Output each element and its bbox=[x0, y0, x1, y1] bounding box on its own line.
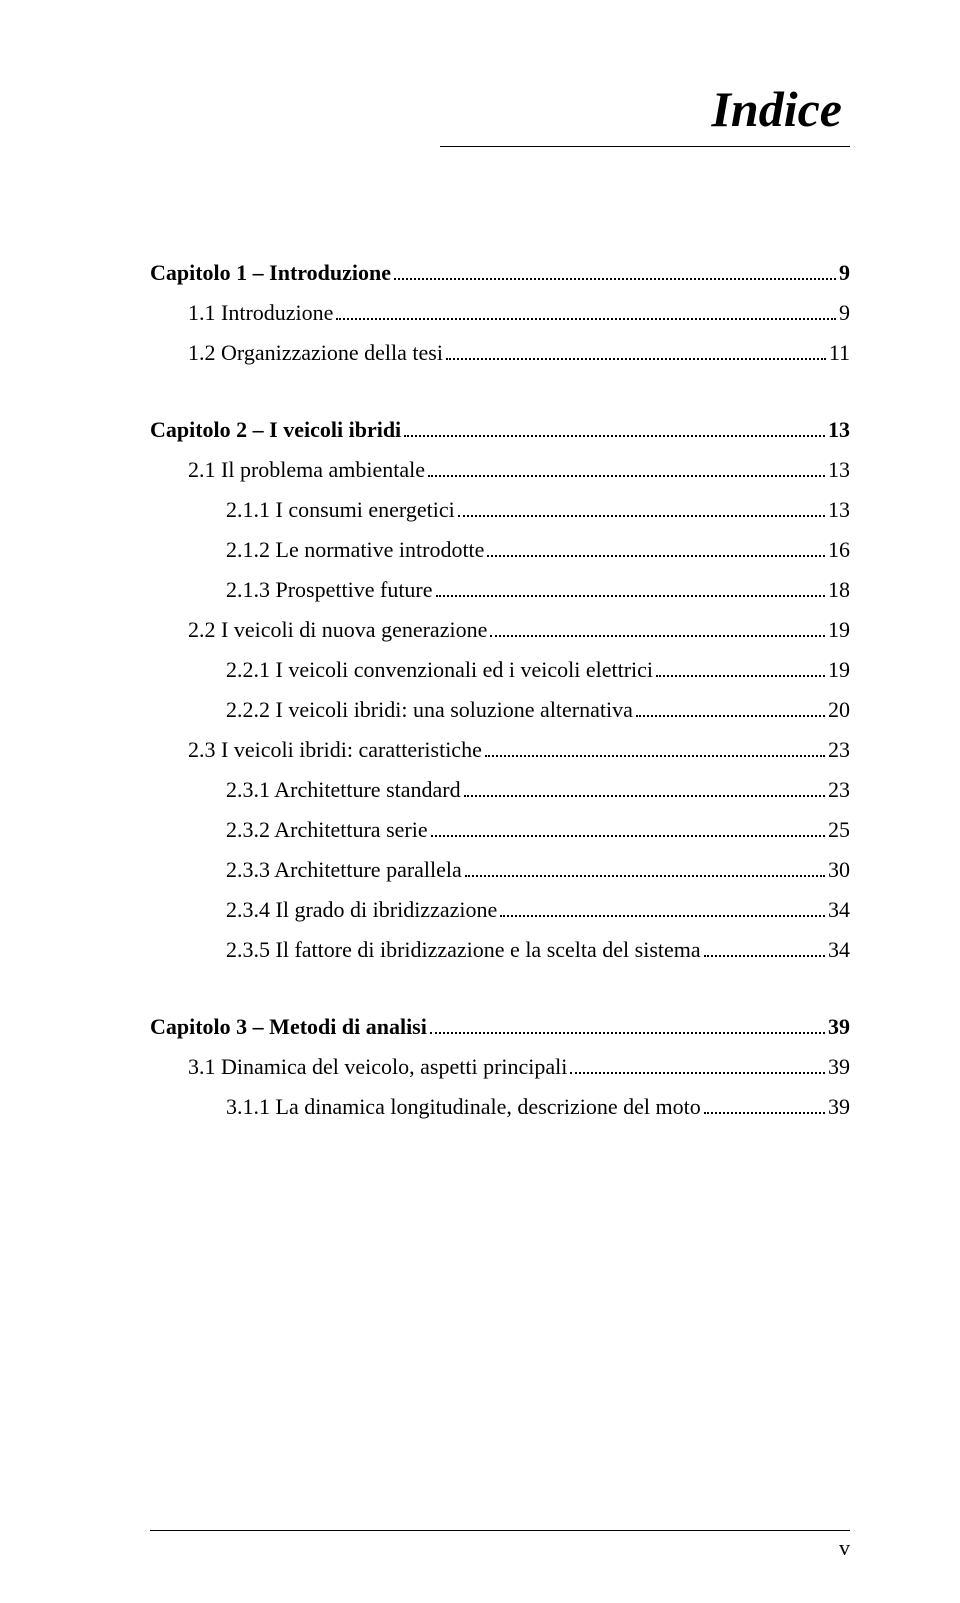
toc-entry: 2.3.3 Architetture parallela 30 bbox=[150, 859, 850, 881]
toc-leader-dots bbox=[485, 755, 825, 757]
toc-entry-page: 18 bbox=[828, 579, 850, 601]
toc-entry-page: 16 bbox=[828, 539, 850, 561]
toc-entry-label: Capitolo 2 – I veicoli ibridi bbox=[150, 419, 401, 441]
footer-page-number: v bbox=[839, 1535, 850, 1561]
toc-leader-dots bbox=[458, 515, 825, 517]
page-title: Indice bbox=[150, 80, 850, 138]
toc-leader-dots bbox=[430, 1032, 825, 1034]
toc-leader-dots bbox=[431, 835, 825, 837]
toc-entry: 2.2.2 I veicoli ibridi: una soluzione al… bbox=[150, 699, 850, 721]
toc-leader-dots bbox=[500, 915, 825, 917]
toc-entry-label: 2.3.4 Il grado di ibridizzazione bbox=[226, 899, 497, 921]
toc-entry: 1.1 Introduzione 9 bbox=[150, 302, 850, 324]
toc-leader-dots bbox=[436, 595, 825, 597]
toc-entry-page: 34 bbox=[828, 939, 850, 961]
toc-entry-label: 1.2 Organizzazione della tesi bbox=[188, 342, 443, 364]
toc-entry: 1.2 Organizzazione della tesi 11 bbox=[150, 342, 850, 364]
toc-entry-label: 2.2 I veicoli di nuova generazione bbox=[188, 619, 487, 641]
toc-entry-label: Capitolo 1 – Introduzione bbox=[150, 262, 391, 284]
toc-entry-label: 2.2.1 I veicoli convenzionali ed i veico… bbox=[226, 659, 653, 681]
table-of-contents: Capitolo 1 – Introduzione91.1 Introduzio… bbox=[150, 262, 850, 1118]
toc-leader-dots bbox=[465, 875, 825, 877]
toc-entry: 2.1.1 I consumi energetici 13 bbox=[150, 499, 850, 521]
toc-entry-page: 19 bbox=[828, 659, 850, 681]
toc-entry-page: 39 bbox=[828, 1096, 850, 1118]
toc-leader-dots bbox=[404, 435, 825, 437]
toc-entry-page: 19 bbox=[828, 619, 850, 641]
toc-entry: 2.3.2 Architettura serie 25 bbox=[150, 819, 850, 841]
toc-entry-page: 23 bbox=[828, 779, 850, 801]
toc-entry-label: 2.1 Il problema ambientale bbox=[188, 459, 425, 481]
toc-leader-dots bbox=[636, 715, 825, 717]
toc-entry-page: 23 bbox=[828, 739, 850, 761]
toc-entry: 2.2.1 I veicoli convenzionali ed i veico… bbox=[150, 659, 850, 681]
toc-entry: 2.3.4 Il grado di ibridizzazione 34 bbox=[150, 899, 850, 921]
toc-leader-dots bbox=[490, 635, 825, 637]
toc-entry-page: 25 bbox=[828, 819, 850, 841]
toc-entry: 2.1.2 Le normative introdotte 16 bbox=[150, 539, 850, 561]
toc-entry: 3.1.1 La dinamica longitudinale, descriz… bbox=[150, 1096, 850, 1118]
toc-entry-label: 2.1.1 I consumi energetici bbox=[226, 499, 455, 521]
toc-entry-page: 13 bbox=[828, 459, 850, 481]
toc-entry-page: 39 bbox=[828, 1016, 850, 1038]
title-rule bbox=[440, 146, 850, 147]
toc-entry-page: 30 bbox=[828, 859, 850, 881]
toc-entry: 2.3.1 Architetture standard 23 bbox=[150, 779, 850, 801]
toc-entry-label: 2.3.5 Il fattore di ibridizzazione e la … bbox=[226, 939, 701, 961]
toc-leader-dots bbox=[656, 675, 825, 677]
toc-entry-label: 1.1 Introduzione bbox=[188, 302, 333, 324]
toc-entry-label: 2.3.2 Architettura serie bbox=[226, 819, 428, 841]
toc-entry: 2.2 I veicoli di nuova generazione 19 bbox=[150, 619, 850, 641]
toc-entry-page: 9 bbox=[839, 262, 850, 284]
toc-entry: Capitolo 1 – Introduzione 9 bbox=[150, 262, 850, 284]
toc-entry-label: Capitolo 3 – Metodi di analisi bbox=[150, 1016, 427, 1038]
toc-entry-page: 20 bbox=[828, 699, 850, 721]
toc-entry-page: 39 bbox=[828, 1056, 850, 1078]
toc-entry-page: 34 bbox=[828, 899, 850, 921]
toc-leader-dots bbox=[487, 555, 825, 557]
toc-entry-label: 2.1.2 Le normative introdotte bbox=[226, 539, 484, 561]
toc-entry-page: 13 bbox=[828, 419, 850, 441]
toc-leader-dots bbox=[704, 1112, 825, 1114]
toc-entry: Capitolo 2 – I veicoli ibridi 13 bbox=[150, 419, 850, 441]
toc-entry: 2.3 I veicoli ibridi: caratteristiche 23 bbox=[150, 739, 850, 761]
toc-entry-label: 2.3 I veicoli ibridi: caratteristiche bbox=[188, 739, 482, 761]
toc-entry-page: 11 bbox=[829, 342, 850, 364]
toc-entry: 2.1.3 Prospettive future 18 bbox=[150, 579, 850, 601]
toc-entry-label: 3.1 Dinamica del veicolo, aspetti princi… bbox=[188, 1056, 567, 1078]
footer-rule bbox=[150, 1530, 850, 1531]
toc-entry: Capitolo 3 – Metodi di analisi 39 bbox=[150, 1016, 850, 1038]
toc-leader-dots bbox=[570, 1072, 825, 1074]
toc-entry-page: 9 bbox=[839, 302, 850, 324]
toc-entry-label: 2.1.3 Prospettive future bbox=[226, 579, 433, 601]
toc-entry-label: 2.3.1 Architetture standard bbox=[226, 779, 461, 801]
toc-entry-label: 3.1.1 La dinamica longitudinale, descriz… bbox=[226, 1096, 701, 1118]
toc-entry: 3.1 Dinamica del veicolo, aspetti princi… bbox=[150, 1056, 850, 1078]
toc-leader-dots bbox=[464, 795, 825, 797]
toc-entry: 2.1 Il problema ambientale 13 bbox=[150, 459, 850, 481]
toc-leader-dots bbox=[336, 318, 836, 320]
toc-entry: 2.3.5 Il fattore di ibridizzazione e la … bbox=[150, 939, 850, 961]
toc-leader-dots bbox=[428, 475, 825, 477]
toc-entry-label: 2.3.3 Architetture parallela bbox=[226, 859, 462, 881]
toc-entry-page: 13 bbox=[828, 499, 850, 521]
toc-leader-dots bbox=[704, 955, 825, 957]
toc-entry-label: 2.2.2 I veicoli ibridi: una soluzione al… bbox=[226, 699, 633, 721]
toc-leader-dots bbox=[394, 278, 836, 280]
toc-leader-dots bbox=[446, 358, 826, 360]
